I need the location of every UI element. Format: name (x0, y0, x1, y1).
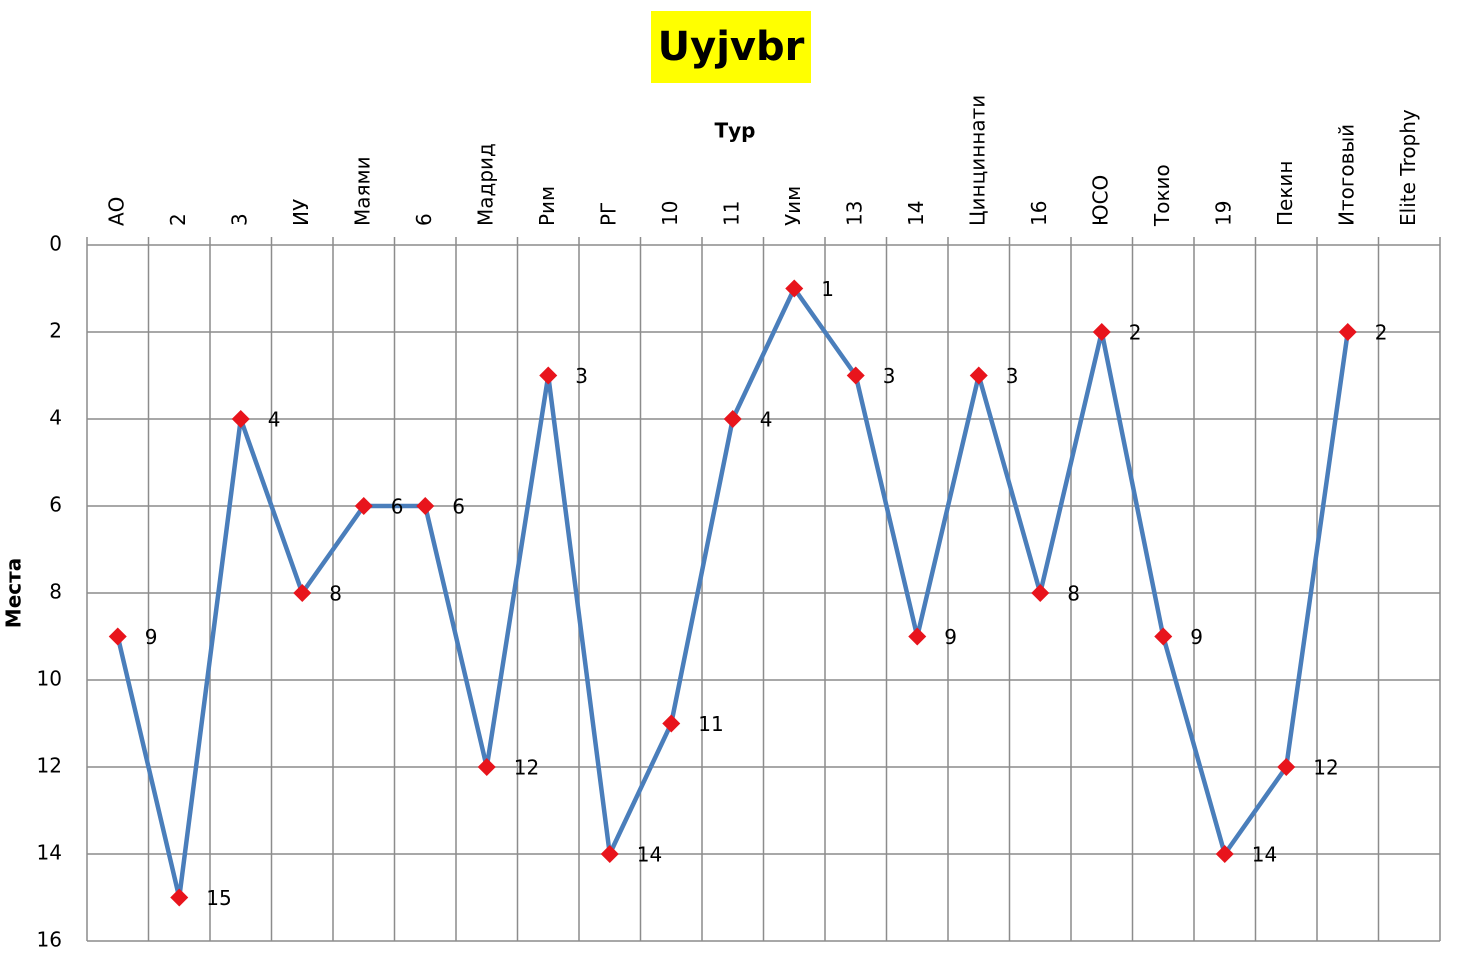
data-label: 3 (575, 364, 588, 388)
data-label: 14 (1252, 843, 1277, 867)
y-tick-label: 10 (37, 667, 62, 691)
marker (1338, 323, 1357, 341)
y-tick-label: 14 (37, 841, 62, 865)
data-label: 14 (637, 843, 662, 867)
y-tick-label: 12 (37, 754, 62, 778)
marker (1031, 584, 1050, 602)
chart-title: Uyjvbr (658, 24, 805, 70)
data-label: 3 (1006, 364, 1019, 388)
x-tick-label: 14 (904, 201, 928, 226)
marker (416, 497, 435, 515)
data-label: 12 (514, 756, 539, 780)
title-box (651, 11, 811, 83)
marker (1277, 758, 1296, 776)
data-label: 8 (1067, 582, 1080, 606)
y-tick-label: 16 (37, 928, 62, 952)
marker (785, 279, 804, 298)
x-tick-label: 3 (227, 213, 251, 226)
data-label: 3 (883, 364, 896, 388)
x-tick-label: Рим (535, 186, 559, 226)
data-label: 9 (944, 625, 957, 649)
x-tick-label: 13 (842, 201, 866, 226)
marker (1154, 627, 1173, 646)
marker (846, 366, 865, 385)
marker (1092, 323, 1111, 341)
x-tick-label: 2 (166, 213, 190, 226)
y-tick-label: 0 (49, 232, 62, 256)
marker (723, 410, 742, 428)
x-tick-label: ЮСО (1088, 175, 1112, 226)
data-label: 9 (1190, 625, 1203, 649)
marker (1215, 845, 1234, 863)
x-axis-title: Тур (715, 119, 756, 143)
x-tick-label: АО (104, 197, 128, 226)
data-label: 2 (1375, 321, 1388, 345)
marker (108, 627, 127, 646)
data-label: 6 (452, 495, 465, 519)
x-tick-label: 10 (658, 201, 682, 226)
data-label: 9 (145, 625, 158, 649)
x-tick-label: Уим (781, 186, 805, 226)
x-tick-label: Итоговый (1334, 124, 1358, 226)
data-label: 8 (329, 582, 342, 606)
data-label: 6 (391, 495, 404, 519)
x-tick-label: Мадрид (473, 143, 497, 226)
x-tick-label: 19 (1211, 201, 1235, 226)
data-label: 4 (268, 408, 281, 432)
x-tick-label: ИУ (289, 199, 313, 226)
marker (662, 714, 681, 733)
marker (539, 366, 558, 385)
y-tick-label: 2 (49, 319, 62, 343)
x-tick-label: РГ (596, 202, 620, 226)
x-tick-label: 6 (412, 213, 436, 226)
y-axis-title: Места (2, 558, 26, 628)
x-tick-label: 11 (719, 201, 743, 226)
marker (600, 845, 619, 863)
x-tick-label: Цинциннати (965, 95, 989, 226)
marker (293, 584, 312, 602)
y-tick-label: 8 (49, 580, 62, 604)
y-tick-label: 6 (49, 493, 62, 517)
data-label: 4 (760, 408, 773, 432)
marker (477, 758, 496, 776)
marker (908, 627, 927, 646)
y-tick-label: 4 (49, 406, 62, 430)
data-label: 12 (1313, 756, 1338, 780)
data-label: 2 (1129, 321, 1142, 345)
x-tick-label: Пекин (1273, 161, 1297, 227)
x-tick-label: 16 (1027, 201, 1051, 226)
marker (231, 410, 250, 428)
x-tick-label: Маями (350, 156, 374, 226)
marker (354, 497, 373, 515)
marker (170, 888, 189, 907)
marker (969, 366, 988, 385)
data-label: 1 (821, 277, 834, 301)
data-label: 15 (206, 886, 231, 910)
x-tick-label: Elite Trophy (1396, 109, 1420, 226)
x-tick-label: Токио (1150, 164, 1174, 227)
data-label: 11 (698, 712, 723, 736)
